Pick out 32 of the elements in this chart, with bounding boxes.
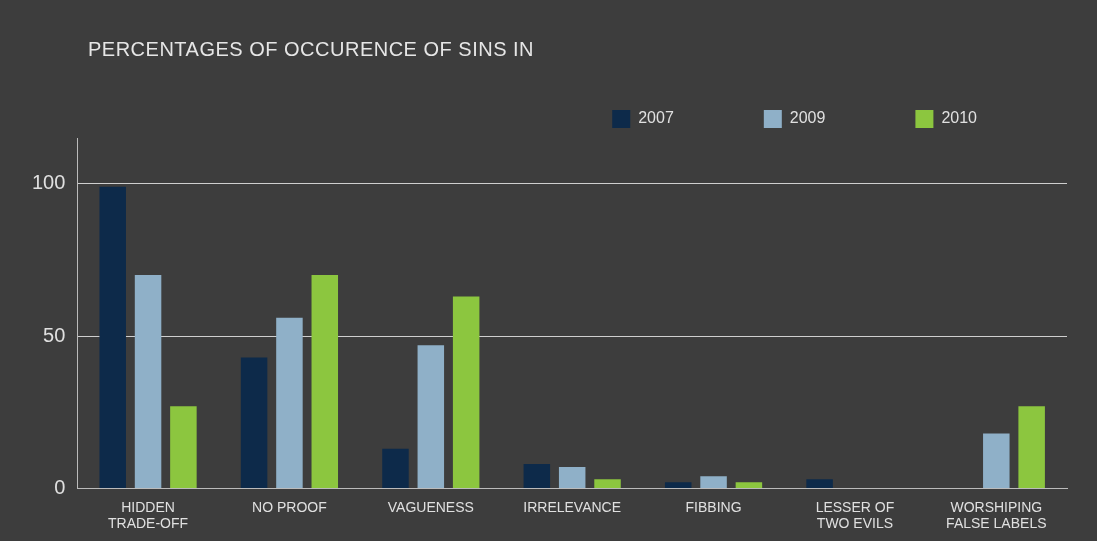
bar [700,476,727,488]
bar [311,275,339,488]
x-tick-label: LESSER OF TWO EVILS [815,498,895,532]
bar [806,479,833,488]
bar [240,357,268,488]
bar [1018,406,1045,488]
x-tick-label: HIDDEN TRADE-OFF [108,498,189,532]
bar [99,186,126,488]
bar [983,433,1010,488]
bar [664,482,692,488]
bar [735,482,763,488]
bar [170,406,197,488]
bar [134,275,162,488]
legend-label: 2010 [941,109,978,127]
chart-title: PERCENTAGES OF OCCURENCE OF SINS IN [88,38,535,61]
bar [382,448,409,488]
y-tick-label: 100 [31,171,66,194]
x-tick-label: WORSHIPING FALSE LABELS [946,498,1047,532]
y-tick-label: 50 [43,323,66,346]
x-tick-label: NO PROOF [252,498,327,515]
bar [276,317,303,488]
x-tick-label: IRRELEVANCE [523,498,622,515]
bar [558,467,586,488]
x-tick-label: VAGUENESS [387,498,474,515]
legend-label: 2009 [789,109,826,127]
legend-label: 2007 [638,109,674,127]
x-tick-label: FIBBING [685,498,742,515]
bar [523,464,551,488]
y-tick-label: 0 [54,475,66,498]
bar [417,345,445,488]
bar [594,479,621,488]
bar [452,296,480,488]
